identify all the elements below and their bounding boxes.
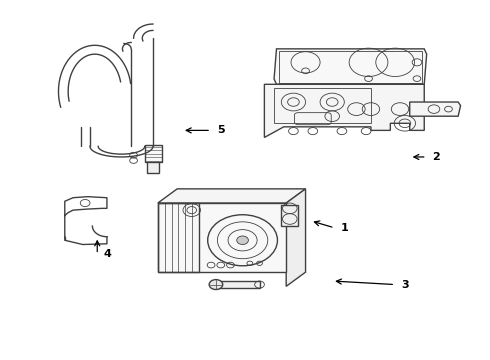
Bar xyxy=(216,281,260,288)
Bar xyxy=(281,205,298,226)
Polygon shape xyxy=(274,49,427,84)
Text: 2: 2 xyxy=(433,152,440,162)
Polygon shape xyxy=(286,189,306,286)
Text: 1: 1 xyxy=(341,223,348,233)
Circle shape xyxy=(237,236,248,244)
Circle shape xyxy=(209,280,223,289)
Bar xyxy=(158,203,199,272)
Bar xyxy=(147,162,159,173)
Bar xyxy=(145,145,162,162)
Bar xyxy=(158,203,286,272)
Polygon shape xyxy=(158,189,306,203)
Text: 5: 5 xyxy=(217,125,224,135)
Polygon shape xyxy=(410,102,461,116)
Polygon shape xyxy=(265,84,424,138)
Text: 3: 3 xyxy=(401,280,409,289)
Text: 4: 4 xyxy=(103,249,111,260)
